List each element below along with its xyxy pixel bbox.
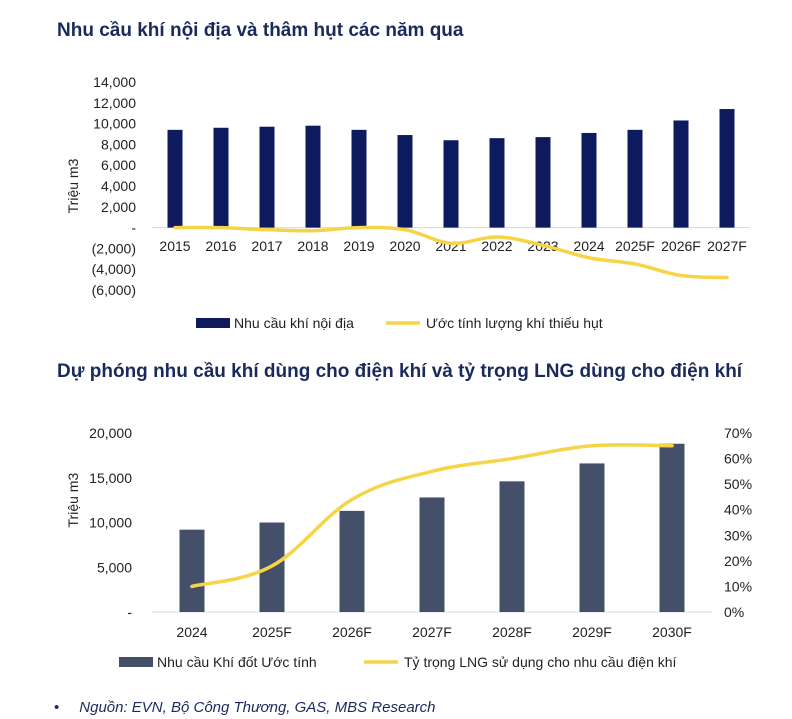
chart1-ytick-label: 14,000	[93, 74, 136, 90]
chart2-ytick-label: 5,000	[97, 559, 132, 575]
chart1-xtick-label: 2026F	[661, 238, 701, 254]
chart2-ytick-label: 10,000	[89, 515, 132, 531]
chart1-bar	[489, 138, 505, 228]
chart1-y-axis-label: Triệu m3	[65, 158, 81, 213]
chart1-legend-swatch-bar	[196, 318, 230, 328]
chart2-legend-label-bar: Nhu cầu Khí đốt Ước tính	[157, 654, 317, 670]
chart2-y2tick-label: 60%	[724, 451, 752, 467]
chart1-bar	[719, 109, 735, 228]
chart1-xtick-label: 2024	[573, 238, 604, 254]
chart1-bar	[673, 120, 689, 228]
chart2-xtick-label: 2029F	[572, 624, 612, 640]
chart1-ytick-label: 2,000	[101, 199, 136, 215]
chart1-xtick-label: 2017	[251, 238, 282, 254]
chart1-ytick-label: (4,000)	[92, 261, 136, 277]
chart1-ytick-label: -	[131, 220, 136, 236]
chart2-xtick-label: 2026F	[332, 624, 372, 640]
chart1-xtick-label: 2015	[159, 238, 190, 254]
chart1-xtick-label: 2025F	[615, 238, 655, 254]
chart2-xtick-label: 2024	[176, 624, 207, 640]
chart2-bar	[179, 529, 205, 612]
chart2-y2tick-label: 70%	[724, 425, 752, 441]
chart1-xtick-label: 2016	[205, 238, 236, 254]
chart2-legend-swatch-bar	[119, 657, 153, 667]
chart1-bar	[581, 132, 597, 228]
chart1-ytick-label: 12,000	[93, 95, 136, 111]
chart2-bar	[339, 510, 365, 612]
source-note: • Nguồn: EVN, Bộ Công Thương, GAS, MBS Re…	[54, 699, 436, 716]
chart1-xtick-label: 2018	[297, 238, 328, 254]
chart2-y2tick-label: 50%	[724, 476, 752, 492]
chart1-bar	[167, 129, 183, 228]
chart1-bar	[443, 140, 459, 228]
chart2-ytick-label: 20,000	[89, 425, 132, 441]
chart1-bar	[397, 135, 413, 228]
chart1-bar	[305, 125, 321, 228]
chart1-ytick-label: (6,000)	[92, 282, 136, 298]
chart1-ytick-label: 8,000	[101, 136, 136, 152]
chart2-ytick-label: -	[127, 604, 132, 620]
chart2-title: Dự phóng nhu cầu khí dùng cho điện khí v…	[57, 361, 743, 382]
chart2-y2tick-label: 0%	[724, 604, 744, 620]
chart2-y2tick-label: 30%	[724, 527, 752, 543]
chart1-ytick-label: (2,000)	[92, 240, 136, 256]
chart1-xtick-label: 2020	[389, 238, 420, 254]
source-bullet: •	[54, 699, 60, 716]
chart1-bar	[259, 126, 275, 228]
chart2-line-series	[190, 443, 674, 589]
chart2-legend-label-line: Tỷ trọng LNG sử dụng cho nhu cầu điện kh…	[404, 654, 677, 670]
chart1-ytick-label: 6,000	[101, 157, 136, 173]
chart1-ytick-label: 10,000	[93, 116, 136, 132]
chart2-bar	[659, 443, 685, 612]
chart1-xtick-label: 2027F	[707, 238, 747, 254]
chart2-y-axis-label: Triệu m3	[65, 473, 81, 528]
chart1-bar	[627, 129, 643, 228]
chart2-bar	[579, 463, 605, 612]
chart1-title: Nhu cầu khí nội địa và thâm hụt các năm …	[57, 20, 464, 41]
chart1-bar	[535, 137, 551, 228]
chart2-y2tick-label: 40%	[724, 502, 752, 518]
chart1-legend-label-line: Ước tính lượng khí thiếu hụt	[426, 315, 603, 331]
chart1-bar	[351, 129, 367, 228]
source-text: Nguồn: EVN, Bộ Công Thương, GAS, MBS Res…	[79, 699, 436, 716]
chart2-bar	[499, 481, 525, 612]
chart2-y2tick-label: 10%	[724, 578, 752, 594]
chart1-bar	[213, 127, 229, 228]
chart2-y2tick-label: 20%	[724, 553, 752, 569]
chart1-xtick-label: 2022	[481, 238, 512, 254]
chart2-ytick-label: 15,000	[89, 470, 132, 486]
chart2-xtick-label: 2028F	[492, 624, 532, 640]
chart1-ytick-label: 4,000	[101, 178, 136, 194]
chart2-xtick-label: 2027F	[412, 624, 452, 640]
chart2-bar	[419, 497, 445, 612]
chart1-xtick-label: 2019	[343, 238, 374, 254]
chart1-line-series	[173, 225, 729, 280]
chart1-legend-label-bar: Nhu cầu khí nội địa	[234, 315, 354, 331]
chart2-xtick-label: 2030F	[652, 624, 692, 640]
chart2-xtick-label: 2025F	[252, 624, 292, 640]
